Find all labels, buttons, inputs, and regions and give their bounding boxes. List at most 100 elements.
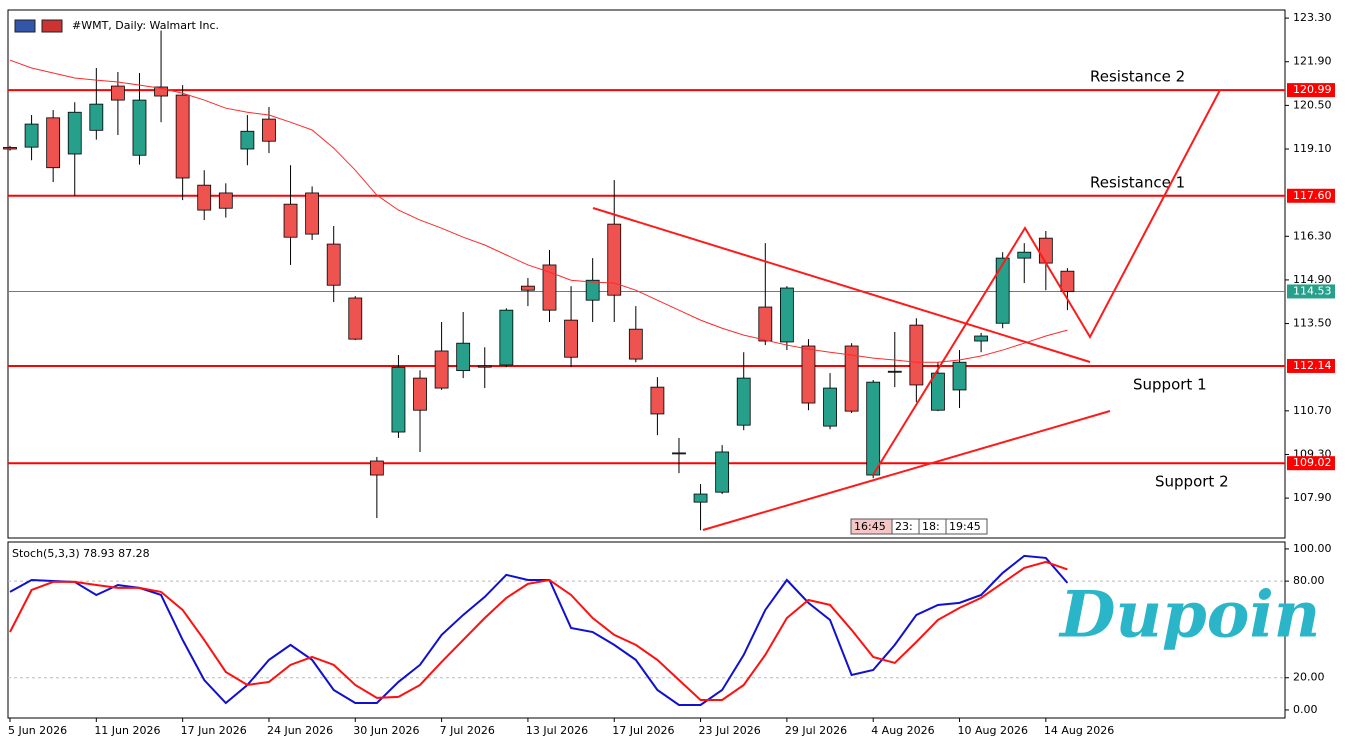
candle-body bbox=[175, 94, 190, 179]
trend-line bbox=[592, 207, 1091, 363]
candle-body bbox=[499, 309, 514, 366]
time-box bbox=[945, 518, 988, 535]
candle-body bbox=[564, 319, 578, 358]
candle-body bbox=[823, 387, 837, 427]
candle-body bbox=[628, 328, 643, 360]
candle-body bbox=[585, 279, 600, 301]
candle-body bbox=[132, 99, 147, 156]
candle-body bbox=[240, 130, 255, 150]
candle-body bbox=[758, 306, 773, 342]
stoch-line bbox=[9, 554, 1069, 706]
x-tick-label: 11 Jun 2026 bbox=[94, 724, 160, 737]
candle-body bbox=[197, 184, 212, 211]
candle-body bbox=[715, 451, 730, 493]
x-tick-label: 23 Jul 2026 bbox=[699, 724, 761, 737]
moving-average bbox=[9, 59, 1068, 363]
candle-body bbox=[607, 223, 622, 296]
candle-body bbox=[477, 365, 492, 368]
time-box-label: 18: bbox=[922, 520, 940, 533]
y-tick-label: 119.10 bbox=[1293, 142, 1332, 155]
y-tick-label: 120.50 bbox=[1293, 98, 1332, 111]
stoch-header: Stoch(5,3,3) 78.93 87.28 bbox=[12, 547, 150, 560]
candle-body bbox=[542, 264, 557, 311]
candle-body bbox=[866, 381, 881, 476]
y-tick-label: 116.30 bbox=[1293, 229, 1332, 242]
candle-body bbox=[326, 243, 341, 286]
candle-body bbox=[369, 460, 384, 476]
x-tick-label: 10 Aug 2026 bbox=[958, 724, 1028, 737]
candle-body bbox=[779, 287, 794, 343]
candle-body bbox=[218, 192, 233, 209]
candle-body bbox=[995, 257, 1010, 324]
candle-body bbox=[1017, 251, 1032, 259]
candle-body bbox=[1060, 270, 1075, 292]
watermark: Dupoin bbox=[1058, 578, 1320, 653]
candle-body bbox=[1038, 237, 1053, 264]
trend-drawings bbox=[592, 89, 1221, 531]
candle-body bbox=[521, 285, 535, 291]
price-tag-label: 112.14 bbox=[1293, 359, 1332, 372]
candle-body bbox=[887, 370, 902, 373]
candle-body bbox=[844, 345, 859, 412]
candle-body bbox=[801, 345, 816, 404]
x-tick-label: 17 Jun 2026 bbox=[181, 724, 247, 737]
stoch-d-value: 87.28 bbox=[118, 547, 150, 560]
stoch-k-value: 78.93 bbox=[83, 547, 115, 560]
candle-body bbox=[283, 203, 298, 238]
level-name: Support 1 bbox=[1133, 375, 1207, 393]
candle-body bbox=[672, 452, 686, 455]
candle-body bbox=[736, 377, 751, 426]
time-box-label: 19:45 bbox=[949, 520, 981, 533]
candle-body bbox=[348, 297, 363, 340]
price-tag bbox=[1287, 188, 1335, 203]
price-tag-label: 120.99 bbox=[1293, 83, 1332, 96]
y-tick-label: 20.00 bbox=[1293, 671, 1325, 684]
x-tick-label: 5 Jun 2026 bbox=[8, 724, 67, 737]
candle-body bbox=[262, 118, 276, 142]
stoch-title: Stoch(5,3,3) bbox=[12, 547, 80, 560]
y-tick-label: 107.90 bbox=[1293, 491, 1332, 504]
candle-body bbox=[46, 117, 61, 169]
candle-body bbox=[3, 147, 17, 150]
candle-body bbox=[24, 123, 39, 148]
candle-body bbox=[413, 377, 427, 411]
price-tag bbox=[1287, 358, 1335, 373]
y-tick-label: 110.70 bbox=[1293, 404, 1332, 417]
trend-line bbox=[702, 410, 1111, 531]
level-name: Support 2 bbox=[1155, 473, 1229, 491]
price-tag-label: 109.02 bbox=[1293, 456, 1332, 469]
x-tick-label: 13 Jul 2026 bbox=[526, 724, 588, 737]
candle-body bbox=[931, 372, 945, 411]
candle-body bbox=[650, 386, 665, 415]
time-box-label: 16:45 bbox=[854, 520, 886, 533]
candle-body bbox=[154, 86, 168, 97]
candle-body bbox=[67, 111, 82, 155]
candle-body bbox=[391, 366, 406, 433]
x-tick-label: 4 Aug 2026 bbox=[871, 724, 934, 737]
x-tick-label: 7 Jul 2026 bbox=[440, 724, 495, 737]
y-tick-label: 80.00 bbox=[1293, 574, 1325, 587]
candle-body bbox=[909, 324, 924, 386]
candle-body bbox=[456, 342, 471, 372]
x-tick-label: 24 Jun 2026 bbox=[267, 724, 333, 737]
price-tag bbox=[1287, 456, 1335, 471]
projection-path bbox=[872, 89, 1221, 476]
level-name: Resistance 1 bbox=[1090, 173, 1185, 191]
candle-body bbox=[974, 335, 988, 342]
time-box-label: 23: bbox=[895, 520, 913, 533]
y-tick-label: 0.00 bbox=[1293, 703, 1318, 716]
level-name: Resistance 2 bbox=[1090, 68, 1185, 86]
y-tick-label: 113.50 bbox=[1293, 317, 1332, 330]
y-tick-label: 121.90 bbox=[1293, 55, 1332, 68]
y-tick-label: 114.90 bbox=[1293, 273, 1332, 286]
candle-body bbox=[305, 192, 320, 235]
y-tick-label: 100.00 bbox=[1293, 542, 1332, 555]
candle-body bbox=[89, 103, 104, 131]
chart-title: #WMT, Daily: Walmart Inc. bbox=[72, 19, 219, 32]
x-tick-label: 14 Aug 2026 bbox=[1044, 724, 1114, 737]
candle-body bbox=[693, 493, 708, 503]
x-tick-label: 17 Jul 2026 bbox=[612, 724, 674, 737]
y-tick-label: 123.30 bbox=[1293, 11, 1332, 24]
plot: 123.30 121.90 120.50 119.10 116.30 114.90 113.… bbox=[3, 11, 1335, 737]
